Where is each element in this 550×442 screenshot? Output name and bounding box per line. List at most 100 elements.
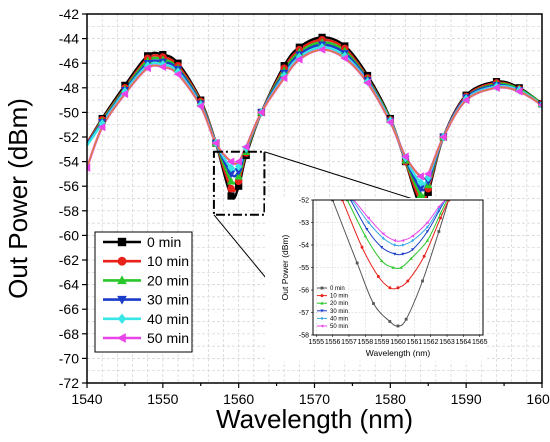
inset-data-point — [331, 200, 335, 202]
inset-x-tick-label: 1557 — [341, 339, 357, 346]
y-tick-label: -46 — [59, 55, 79, 71]
inset-data-point — [365, 227, 369, 231]
axis-ticks — [82, 13, 543, 388]
inset-data-point — [401, 238, 405, 243]
inset-series — [331, 200, 451, 328]
y-tick-label: -66 — [59, 301, 79, 317]
data-point — [173, 70, 182, 79]
data-point — [537, 102, 542, 108]
inset-data-point — [393, 238, 396, 243]
inset-data-point — [426, 225, 429, 229]
inset-data-point — [388, 286, 392, 290]
inset-y-tick-label: -55 — [299, 265, 309, 272]
plot-series — [87, 33, 542, 211]
inset-legend-label: 40 min — [330, 316, 348, 322]
inset-data-point — [425, 220, 429, 225]
data-point — [235, 182, 243, 190]
inset-data-point — [425, 230, 430, 234]
series-markers-50-min — [87, 45, 542, 181]
data-point — [234, 172, 243, 180]
inset-data-point — [393, 252, 397, 256]
legend-item: 30 min — [103, 292, 189, 308]
inset-data-point — [439, 216, 442, 220]
data-point — [279, 73, 288, 83]
inset-data-point — [411, 234, 414, 238]
inset-background — [265, 198, 487, 361]
inset-data-point — [406, 279, 410, 283]
inset-data-point — [401, 243, 405, 247]
inset-x-tick-label: 1564 — [456, 339, 472, 346]
inset-data-point — [380, 259, 384, 263]
x-tick-label: 1550 — [147, 391, 178, 407]
inset-x-tick-label: 1555 — [308, 339, 324, 346]
zoom-box — [212, 150, 266, 216]
data-point — [317, 45, 326, 54]
inset-x-tick-label: 1561 — [407, 339, 423, 346]
y-tick-label: -56 — [59, 178, 79, 194]
data-point — [226, 176, 236, 185]
inset-x-tick-label: 1560 — [390, 339, 406, 346]
inset-legend-marker — [320, 316, 324, 321]
inset-data-point — [411, 248, 415, 252]
x-tick-label: 1600 — [526, 391, 550, 407]
data-point — [196, 102, 204, 111]
data-point — [158, 62, 167, 72]
y-tick-label: -58 — [59, 203, 79, 219]
data-point — [241, 142, 250, 151]
y-tick-label: -52 — [59, 129, 79, 145]
legend-item: 20 min — [103, 272, 189, 288]
data-point — [227, 163, 235, 173]
inset-data-point — [388, 320, 392, 323]
legend-swatch-marker — [117, 295, 127, 305]
y-tick-label: -54 — [59, 154, 79, 170]
inset-legend-marker — [320, 324, 324, 328]
inset-data-point — [409, 256, 413, 260]
inset-data-point — [381, 236, 385, 240]
y-tick-label: -72 — [59, 375, 79, 391]
data-point — [439, 132, 447, 142]
x-tick-label: 1560 — [223, 391, 254, 407]
legend-item: 10 min — [103, 253, 189, 269]
inset-data-point — [391, 265, 395, 269]
legend-item: 50 min — [103, 330, 189, 346]
data-point — [226, 170, 236, 179]
inset-data-point — [366, 216, 370, 220]
legend-swatch-marker — [117, 313, 127, 325]
inset-data-point — [411, 238, 415, 243]
inset-legend-label: 0 min — [330, 286, 345, 292]
inset-data-point — [367, 220, 370, 225]
inset-data-point — [422, 254, 426, 258]
y-tick-label: -64 — [59, 277, 79, 293]
inset-y-axis-title: Out Power (dBm) — [280, 235, 290, 301]
x-axis-title: Wavelength (nm) — [216, 404, 413, 434]
inset-data-point — [396, 324, 400, 328]
inset-y-tick-label: -56 — [299, 288, 309, 295]
legend-swatch-marker — [117, 256, 127, 266]
inset-y-tick-label: -52 — [299, 198, 309, 205]
legend-label: 0 min — [147, 234, 181, 250]
data-point — [143, 63, 151, 73]
data-point — [401, 152, 409, 161]
inset-data-point — [393, 243, 397, 247]
legend-label: 20 min — [147, 272, 189, 288]
legend-swatch-marker — [116, 333, 126, 343]
inset-x-tick-label: 1563 — [439, 339, 455, 346]
inset-data-point — [399, 265, 403, 269]
y-tick-label: -70 — [59, 350, 79, 366]
inset-x-axis-title: Wavelength (nm) — [366, 348, 431, 358]
y-axis-title: Out Power (dBm) — [3, 98, 33, 299]
inset-data-point — [438, 211, 443, 215]
data-point — [295, 55, 303, 64]
inset-legend-marker — [320, 294, 324, 298]
data-point — [227, 184, 235, 193]
inset-y-tick-label: -54 — [299, 243, 309, 250]
inset-data-point — [372, 302, 375, 305]
inset-data-point — [421, 279, 424, 283]
data-point — [423, 169, 432, 179]
inset-data-point — [381, 232, 385, 236]
legend: 0 min 10 min 20 min 30 min 40 min 50 min — [94, 231, 193, 353]
data-point — [234, 157, 242, 166]
legend-item: 0 min — [103, 234, 181, 250]
